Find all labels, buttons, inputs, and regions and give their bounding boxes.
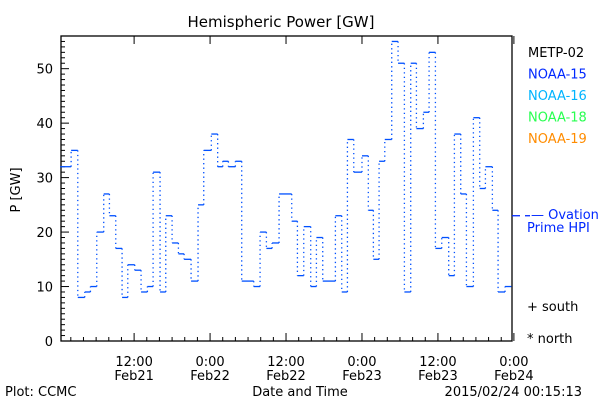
legend-entry: NOAA-18 — [528, 111, 587, 126]
x-tick-date-label: Feb21 — [114, 369, 154, 384]
x-tick-time-label: 12:00 — [115, 355, 152, 370]
ovation-label-1: — Ovation — [531, 208, 599, 223]
x-tick-date-label: Feb22 — [190, 369, 230, 384]
x-tick-time-label: 12:00 — [419, 355, 456, 370]
legend-entry: METP-02 — [528, 46, 584, 61]
plot-frame — [60, 35, 513, 342]
legend-entry: NOAA-19 — [528, 132, 587, 147]
x-tick-time-label: 0:00 — [347, 355, 376, 370]
legend-entry: NOAA-16 — [528, 89, 587, 104]
south-label: + south — [527, 300, 578, 315]
y-tick-label: 10 — [36, 281, 53, 296]
y-tick-label: 40 — [36, 117, 53, 132]
y-axis-label: P [GW] — [9, 167, 24, 212]
x-tick-date-label: Feb22 — [266, 369, 306, 384]
y-tick-label: 30 — [36, 172, 53, 187]
x-tick-time-label: 0:00 — [499, 355, 528, 370]
y-tick-label: 50 — [36, 63, 53, 78]
x-tick-date-label: Feb23 — [342, 369, 382, 384]
x-tick-time-label: 12:00 — [267, 355, 304, 370]
legend-entry: NOAA-15 — [528, 68, 587, 83]
y-tick-label: 0 — [45, 335, 53, 350]
x-tick-time-label: 0:00 — [195, 355, 224, 370]
ovation-label-2: Prime HPI — [527, 221, 590, 236]
chart-title: Hemispheric Power [GW] — [188, 13, 375, 31]
x-axis-label: Date and Time — [252, 385, 348, 400]
plot-credit: Plot: CCMC — [5, 385, 76, 400]
north-label: * north — [527, 332, 573, 347]
x-tick-date-label: Feb23 — [418, 369, 458, 384]
timestamp: 2015/02/24 00:15:13 — [445, 385, 582, 400]
x-tick-date-label: Feb24 — [494, 369, 534, 384]
y-tick-label: 20 — [36, 226, 53, 241]
